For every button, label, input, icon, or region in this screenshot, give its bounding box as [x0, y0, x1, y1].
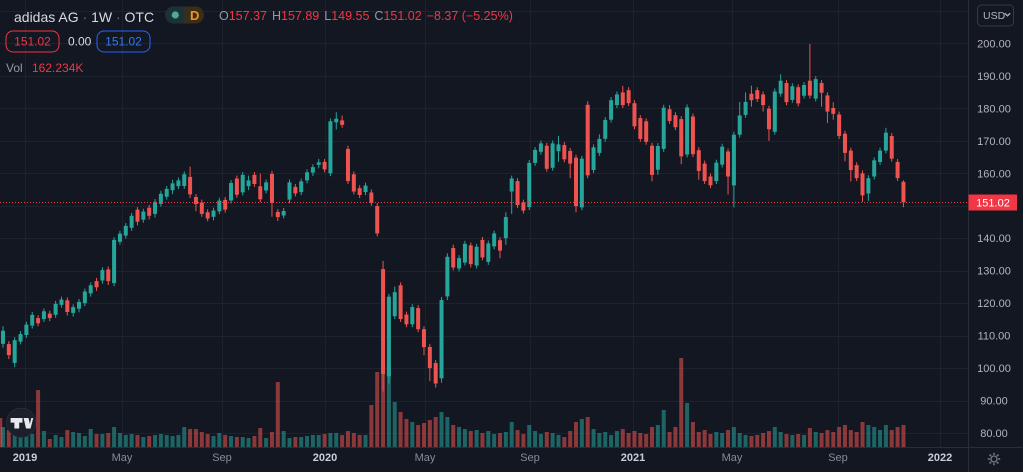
svg-text:adidas AG · 1W · OTC: adidas AG · 1W · OTC	[14, 9, 154, 25]
svg-text:90.00: 90.00	[980, 396, 1008, 408]
svg-text:130.00: 130.00	[977, 266, 1011, 278]
svg-text:Sep: Sep	[828, 452, 848, 464]
svg-text:Sep: Sep	[212, 452, 232, 464]
svg-text:2022: 2022	[928, 452, 952, 464]
svg-text:120.00: 120.00	[977, 298, 1011, 310]
svg-text:2021: 2021	[621, 452, 645, 464]
svg-text:May: May	[722, 452, 743, 464]
svg-text:140.00: 140.00	[977, 233, 1011, 245]
svg-text:180.00: 180.00	[977, 103, 1011, 115]
svg-text:0.00: 0.00	[68, 35, 92, 49]
svg-text:80.00: 80.00	[980, 428, 1008, 440]
svg-text:Sep: Sep	[520, 452, 540, 464]
svg-text:100.00: 100.00	[977, 363, 1011, 375]
svg-text:151.02: 151.02	[976, 198, 1010, 210]
svg-text:151.02: 151.02	[105, 35, 142, 49]
svg-text:151.02: 151.02	[14, 35, 51, 49]
svg-text:D: D	[190, 8, 199, 23]
svg-text:2019: 2019	[13, 452, 37, 464]
svg-text:May: May	[112, 452, 133, 464]
svg-text:2020: 2020	[313, 452, 337, 464]
svg-text:Vol: Vol	[6, 61, 23, 75]
svg-text:200.00: 200.00	[977, 38, 1011, 50]
svg-text:USD: USD	[983, 10, 1006, 22]
svg-text:190.00: 190.00	[977, 71, 1011, 83]
svg-text:162.234K: 162.234K	[32, 61, 83, 75]
svg-text:170.00: 170.00	[977, 136, 1011, 148]
svg-text:160.00: 160.00	[977, 168, 1011, 180]
svg-text:May: May	[415, 452, 436, 464]
svg-text:110.00: 110.00	[978, 331, 1011, 343]
